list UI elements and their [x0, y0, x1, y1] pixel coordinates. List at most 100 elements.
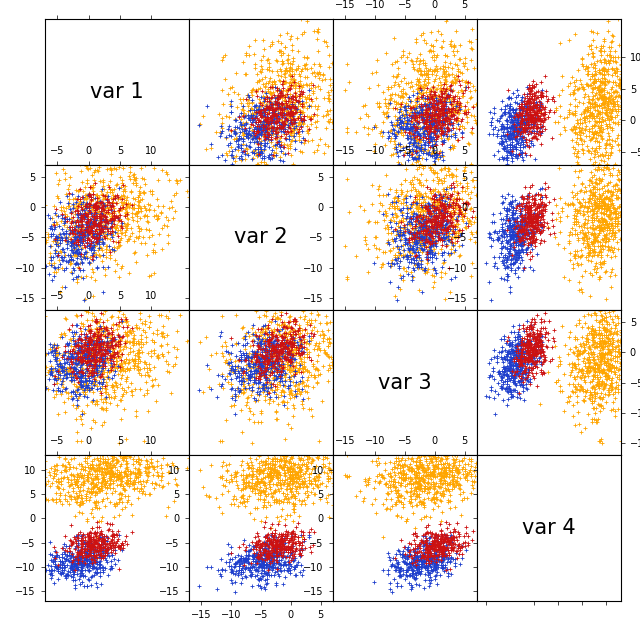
- Point: [217, 565, 227, 575]
- Point: [435, 569, 445, 580]
- Point: [589, 264, 600, 274]
- Point: [90, 219, 100, 229]
- Point: [57, 560, 67, 570]
- Point: [582, 362, 593, 373]
- Point: [313, 452, 323, 463]
- Point: [58, 459, 68, 470]
- Point: [273, 109, 283, 119]
- Point: [271, 344, 281, 355]
- Point: [310, 82, 320, 92]
- Point: [300, 325, 310, 335]
- Point: [301, 79, 312, 89]
- Point: [268, 348, 278, 358]
- Point: [85, 532, 95, 543]
- Point: [493, 235, 504, 245]
- Point: [530, 348, 540, 358]
- Point: [65, 562, 76, 573]
- Point: [250, 556, 260, 566]
- Point: [462, 64, 472, 74]
- Point: [511, 215, 521, 226]
- Point: [232, 557, 242, 567]
- Point: [412, 194, 422, 204]
- Point: [297, 348, 307, 358]
- Point: [611, 192, 621, 203]
- Point: [100, 546, 111, 556]
- Point: [113, 237, 123, 247]
- Point: [84, 376, 95, 386]
- Point: [531, 348, 541, 358]
- Point: [266, 545, 276, 555]
- Point: [81, 208, 92, 218]
- Point: [415, 240, 425, 250]
- Point: [289, 116, 300, 127]
- Point: [436, 454, 447, 464]
- Point: [409, 236, 419, 246]
- Point: [256, 91, 266, 102]
- Point: [233, 483, 243, 493]
- Point: [300, 344, 310, 354]
- Point: [408, 544, 418, 554]
- Point: [410, 203, 420, 213]
- Point: [421, 201, 431, 212]
- Point: [95, 545, 105, 555]
- Point: [521, 296, 531, 306]
- Point: [524, 107, 534, 117]
- Point: [275, 76, 285, 86]
- Point: [499, 144, 509, 155]
- Point: [31, 455, 41, 465]
- Point: [102, 344, 113, 355]
- Point: [94, 361, 104, 371]
- Point: [282, 100, 292, 110]
- Point: [272, 85, 282, 95]
- Point: [455, 225, 465, 235]
- Point: [590, 391, 600, 401]
- Point: [339, 466, 349, 477]
- Point: [273, 520, 283, 530]
- Point: [273, 327, 284, 337]
- Point: [266, 121, 276, 131]
- Point: [530, 101, 540, 111]
- Point: [324, 445, 334, 456]
- Point: [257, 367, 268, 377]
- Point: [264, 534, 275, 544]
- Point: [613, 106, 623, 116]
- Point: [268, 340, 278, 350]
- Point: [560, 198, 570, 208]
- Point: [562, 397, 572, 407]
- Point: [506, 201, 516, 212]
- Point: [453, 231, 463, 242]
- Point: [141, 121, 152, 131]
- Point: [276, 56, 287, 66]
- Point: [515, 222, 525, 233]
- Point: [413, 155, 423, 166]
- Point: [598, 230, 609, 240]
- Point: [262, 124, 272, 134]
- Point: [72, 210, 83, 220]
- Point: [408, 154, 418, 164]
- Point: [246, 390, 256, 400]
- Point: [269, 77, 279, 87]
- Point: [442, 93, 452, 104]
- Point: [591, 267, 601, 277]
- Point: [260, 114, 270, 124]
- Point: [431, 559, 442, 569]
- Point: [596, 401, 607, 412]
- Point: [433, 96, 443, 107]
- Point: [89, 339, 99, 349]
- Point: [515, 376, 525, 386]
- Point: [241, 110, 251, 120]
- Point: [300, 459, 310, 469]
- Point: [83, 472, 93, 482]
- Point: [95, 541, 105, 551]
- Point: [67, 189, 77, 199]
- Point: [307, 135, 317, 146]
- Point: [92, 469, 102, 479]
- Point: [121, 208, 131, 219]
- Point: [420, 70, 431, 81]
- Point: [262, 565, 273, 575]
- Point: [284, 337, 294, 348]
- Point: [445, 39, 455, 49]
- Point: [421, 148, 431, 158]
- Point: [438, 137, 448, 148]
- Point: [427, 69, 437, 79]
